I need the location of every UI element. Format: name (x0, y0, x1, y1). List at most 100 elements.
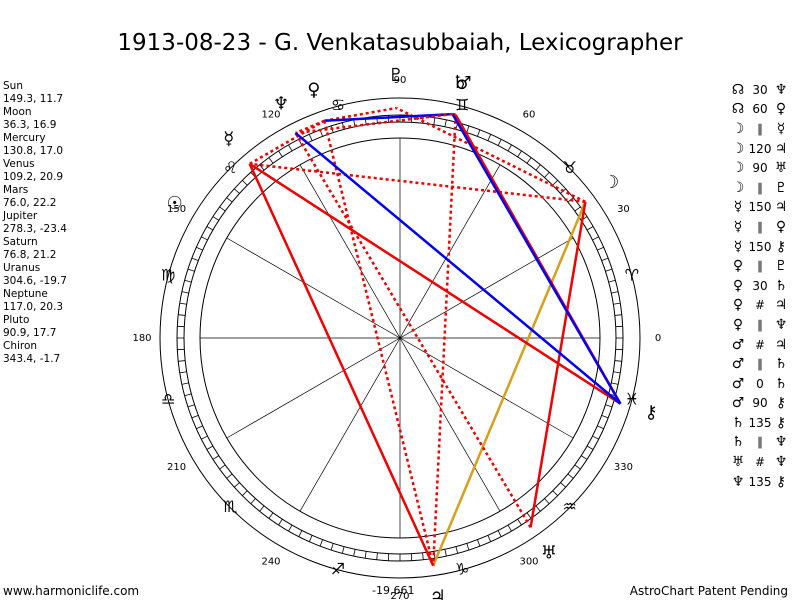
degree-tick (487, 535, 492, 542)
aspect-line (324, 112, 453, 123)
degree-tick (552, 490, 558, 496)
aspect-planet-2: ♄ (774, 375, 788, 392)
degree-tick (422, 552, 424, 560)
degree-tick (517, 518, 522, 526)
degree-label: 210 (167, 462, 186, 473)
aspect-planet-1: ♀ (732, 258, 744, 275)
aspect-type: # (754, 455, 766, 470)
planet-icon-pluto: ♇ (388, 65, 404, 86)
degree-tick (212, 455, 220, 460)
degree-tick (268, 157, 274, 164)
planet-icon-uranus: ♅ (541, 543, 557, 564)
degree-tick (597, 246, 604, 251)
degree-tick (611, 291, 619, 294)
degree-label: 150 (167, 204, 186, 215)
planet-positions-list: Sun 149.3, 11.7 Moon 36.3, 16.9 Mercury 130.8… (3, 80, 123, 366)
degree-tick (219, 464, 226, 470)
degree-tick (187, 404, 195, 408)
degree-tick (219, 206, 226, 212)
planet-position: 130.8, 17.0 (3, 145, 64, 157)
aspect-planet-2: ♇ (774, 258, 788, 275)
aspect-row: ☿ 150 ♃ (728, 198, 798, 218)
aspect-line (431, 114, 457, 566)
degree-tick (226, 197, 233, 203)
aspect-planet-2: ⚷ (775, 395, 787, 412)
wheel-ring (159, 97, 641, 579)
degree-tick (580, 455, 588, 460)
aspect-row: ♀ # ♃ (728, 296, 798, 316)
aspect-planet-1: ♆ (731, 473, 745, 490)
aspect-type: ∥ (757, 435, 763, 450)
aspect-planet-2: ♀ (775, 101, 787, 118)
aspect-line (249, 162, 622, 405)
planet-icon-saturn: ♄ (452, 72, 468, 93)
aspect-type: ∥ (757, 121, 763, 136)
aspect-planet-1: ☽ (731, 160, 745, 177)
degree-label: 0 (655, 333, 661, 344)
aspect-planet-1: ♅ (731, 454, 745, 471)
bottom-value: -19,661 (372, 584, 415, 597)
aspect-planet-1: ♂ (731, 375, 745, 392)
aspect-row: ☽ ∥ ☿ (728, 119, 798, 139)
planet-icon-venus: ♀ (307, 80, 320, 101)
aspect-type: 120 (748, 141, 772, 156)
aspect-type: 150 (748, 200, 772, 215)
degree-tick (196, 425, 203, 430)
axis-line (226, 237, 574, 439)
degree-tick (259, 505, 265, 512)
zodiac-sign-icon: ♍ (161, 265, 175, 284)
planet-name: Sun (3, 80, 23, 92)
aspect-planet-2: ⚷ (775, 414, 787, 431)
aspect-planet-2: ♃ (774, 140, 788, 157)
site-link[interactable]: www.harmoniclife.com (3, 584, 140, 598)
chart-title: 1913-08-23 - G. Venkatasubbaiah, Lexicog… (117, 30, 683, 56)
degree-tick (178, 360, 186, 362)
planet-name: Venus (3, 158, 35, 170)
degree-tick (487, 134, 492, 141)
planet-position: 36.3, 16.9 (3, 119, 57, 131)
degree-tick (592, 435, 599, 440)
aspect-line (295, 112, 453, 135)
degree-tick (376, 552, 378, 560)
planet-icon-mars: ♂ (455, 73, 471, 94)
planet-glyphs: ☉ ☽ ☿ ♀ ♂ ♃ ♄ ♅ ♆ ♇ ⚷ (167, 65, 658, 600)
degree-tick (181, 382, 189, 385)
zodiac-sign-icon: ♑ (455, 559, 469, 578)
degree-tick (179, 371, 187, 374)
aspect-line (323, 120, 435, 566)
degree-label: 90 (394, 75, 407, 86)
aspect-type: ∥ (757, 259, 763, 274)
degree-label: 180 (132, 333, 151, 344)
aspect-planet-1: ☿ (733, 218, 743, 235)
degree-tick (526, 512, 532, 519)
aspect-planet-2: ♅ (774, 160, 788, 177)
aspect-row: ♅ # ♆ (728, 452, 798, 472)
degree-tick (507, 524, 512, 532)
degree-tick (592, 236, 599, 241)
degree-tick (364, 551, 367, 559)
zodiac-sign-icon: ♒ (563, 497, 577, 516)
degree-tick (226, 473, 233, 479)
degree-tick (234, 482, 240, 488)
planet-name: Saturn (3, 236, 38, 248)
planet-name: Chiron (3, 340, 38, 352)
aspect-planet-1: ☽ (731, 120, 745, 137)
aspect-planet-1: ☿ (733, 238, 743, 255)
degree-tick (477, 129, 481, 137)
aspect-row: ☽ 90 ♅ (728, 158, 798, 178)
degree-tick (586, 445, 594, 450)
aspect-type: 30 (752, 278, 768, 293)
aspect-planet-1: ♂ (731, 356, 745, 373)
degree-tick (552, 180, 558, 186)
patent-note: AstroChart Patent Pending (629, 584, 788, 598)
planet-name: Pluto (3, 314, 30, 326)
aspect-type: ∥ (757, 219, 763, 234)
planet-icon-moon: ☽ (603, 172, 619, 193)
aspect-row: ♄ 135 ⚷ (728, 413, 798, 433)
degree-tick (477, 539, 481, 547)
aspect-type: # (754, 298, 766, 313)
degree-tick (535, 505, 541, 512)
axis-lines (200, 138, 600, 538)
planet-icon-mercury: ☿ (223, 129, 234, 150)
aspect-planet-2: ♇ (774, 179, 788, 196)
